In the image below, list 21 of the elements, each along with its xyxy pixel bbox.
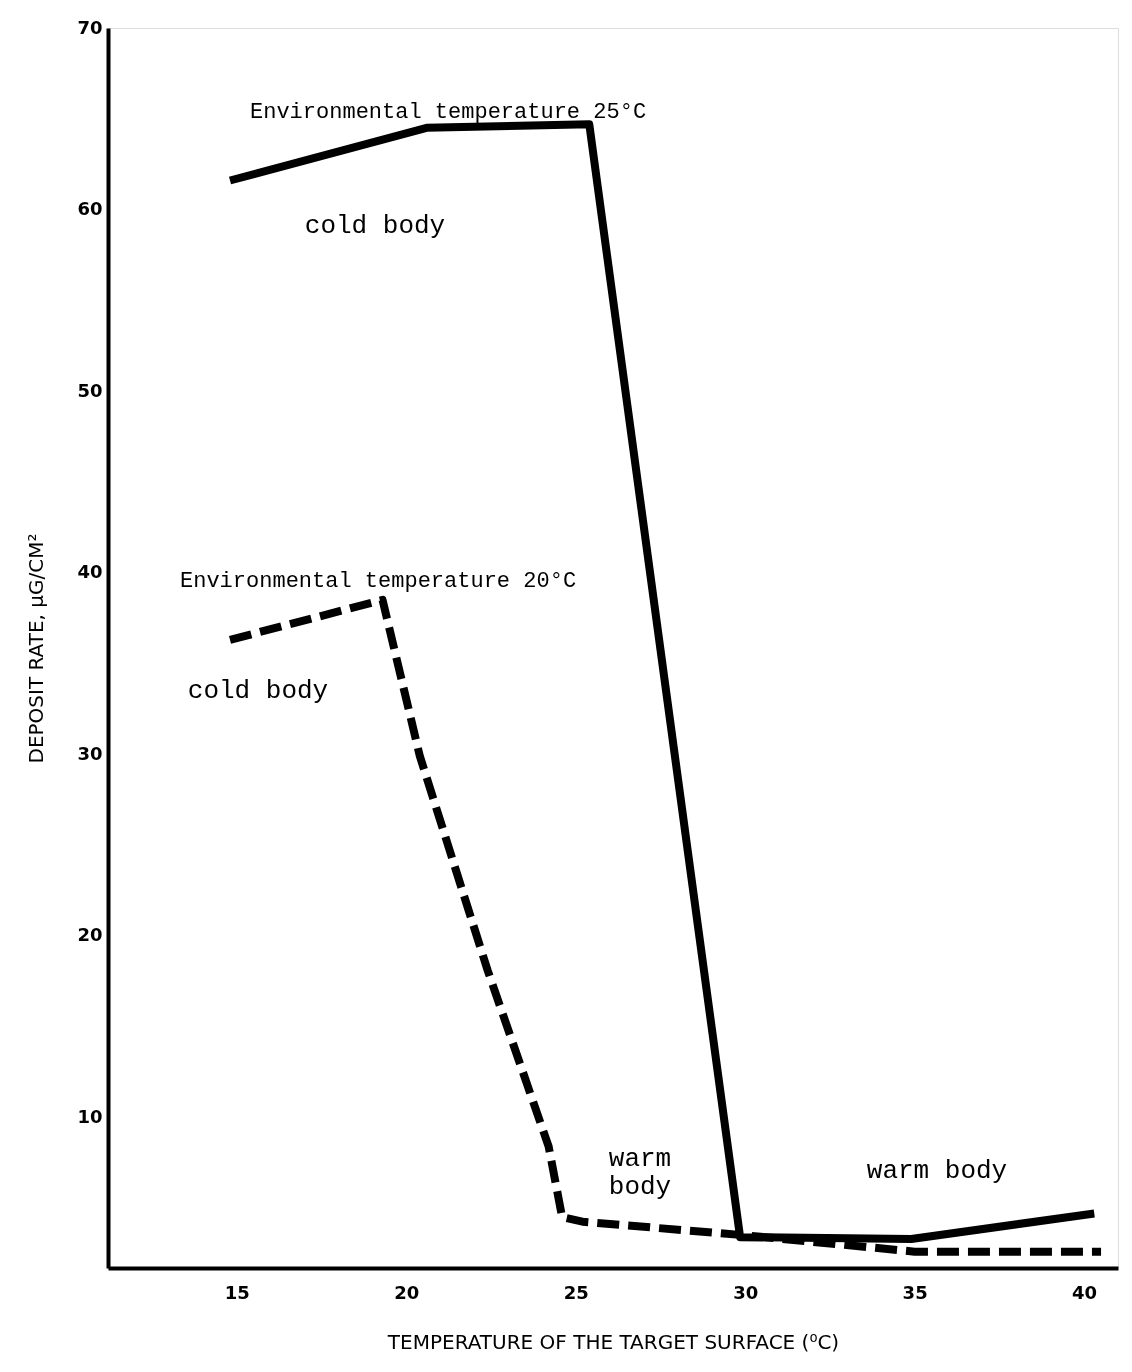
annotation: warm body [608,1144,672,1202]
x-tick-label: 40 [1072,1281,1098,1303]
x-tick-label: 30 [733,1281,759,1303]
y-axis-title: DEPOSIT RATE, μG/CM² [24,533,49,764]
x-tick-label: 15 [224,1281,250,1303]
y-tick-label: 10 [77,1105,103,1127]
x-tick-label: 25 [563,1281,589,1303]
series-label: Environmental temperature 20°C [180,568,577,594]
y-tick-label: 60 [77,198,103,220]
y-tick-label: 40 [77,561,103,583]
annotation: cold body [187,676,329,706]
y-tick-label: 30 [77,742,103,764]
annotation: warm body [866,1156,1008,1186]
y-tick-label: 70 [77,16,103,38]
x-tick-label: 20 [394,1281,420,1303]
y-tick-label: 50 [77,379,103,401]
x-tick-label: 35 [902,1281,928,1303]
y-tick-label: 20 [77,924,103,946]
series-label: Environmental temperature 25°C [250,99,647,125]
x-axis-title: TEMPERATURE OF THE TARGET SURFACE (⁰C) [386,1329,840,1354]
annotation: cold body [304,211,446,241]
